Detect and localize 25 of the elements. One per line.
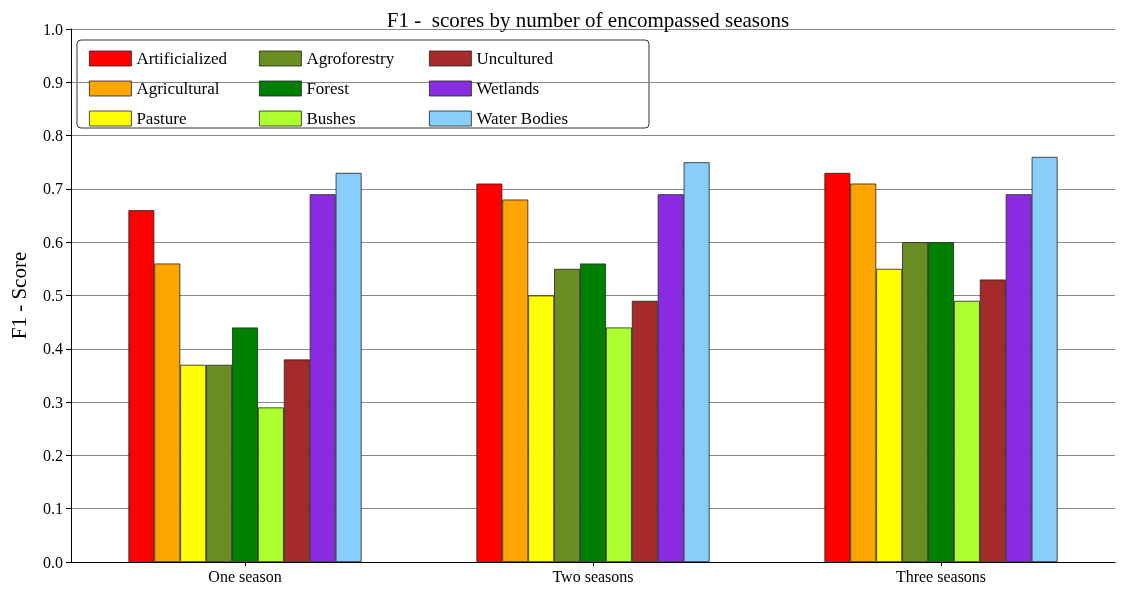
y-tick-label: 0.3 — [43, 393, 63, 411]
y-tick-label: 0.1 — [43, 500, 63, 518]
legend-label: Forest — [306, 79, 350, 98]
y-tick-label: 0.0 — [43, 553, 63, 571]
y-tick-label: 0.6 — [43, 233, 63, 251]
legend-label: Agricultural — [136, 79, 220, 98]
y-tick-label: 0.2 — [43, 446, 63, 464]
legend-label: Agroforestry — [306, 49, 395, 68]
y-tick-label: 0.8 — [43, 127, 63, 145]
y-tick-label: 0.7 — [43, 180, 63, 198]
chart-title: F1 - scores by number of encompassed seasons — [386, 7, 790, 32]
y-tick-label: 0.4 — [43, 340, 63, 358]
x-tick-label: One season — [208, 567, 282, 585]
legend-label: Pasture — [136, 109, 187, 128]
legend-label: Water Bodies — [476, 109, 569, 128]
x-tick-label: Three seasons — [895, 567, 987, 585]
y-tick-label: 1.0 — [43, 20, 63, 38]
legend-label: Wetlands — [476, 79, 540, 98]
legend-label: Artificialized — [136, 49, 228, 68]
legend-label: Uncultured — [476, 49, 554, 68]
y-tick-label: 0.9 — [43, 73, 63, 91]
x-tick-label: Two seasons — [552, 567, 634, 585]
y-axis-title: F1 - Score — [6, 251, 31, 340]
y-tick-label: 0.5 — [43, 287, 63, 304]
legend-label: Bushes — [306, 109, 356, 128]
